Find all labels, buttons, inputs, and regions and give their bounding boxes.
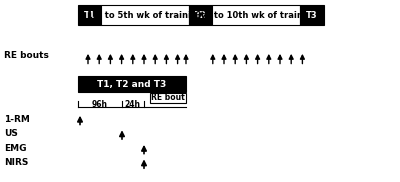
Text: EMG: EMG [4, 144, 26, 153]
Bar [78, 5, 101, 25]
Text: RE bouts: RE bouts [4, 51, 49, 60]
Text: 96h: 96h [91, 100, 107, 109]
Text: T1, T2 and T3: T1, T2 and T3 [97, 80, 167, 89]
Bar [212, 5, 300, 25]
Text: 1-RM: 1-RM [4, 115, 30, 124]
Bar [101, 5, 189, 25]
Bar [189, 5, 212, 25]
Text: T1: T1 [84, 11, 96, 20]
Text: 1st to 5th wk of training: 1st to 5th wk of training [87, 11, 203, 20]
Text: US: US [4, 129, 18, 138]
Text: 6th to 10th wk of training: 6th to 10th wk of training [195, 11, 318, 20]
Text: T3: T3 [306, 11, 318, 20]
Bar [78, 76, 186, 92]
Bar [150, 93, 186, 103]
Text: 24h: 24h [125, 100, 141, 109]
Text: RE bout: RE bout [151, 93, 185, 102]
Bar [300, 5, 324, 25]
Text: T2: T2 [195, 11, 207, 20]
Text: NIRS: NIRS [4, 158, 28, 167]
